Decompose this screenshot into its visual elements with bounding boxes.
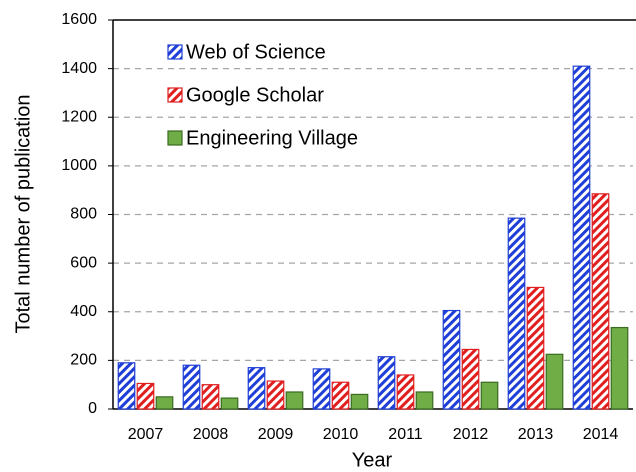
- bar: [442, 309, 461, 410]
- bar: [480, 381, 499, 410]
- bar: [182, 364, 201, 410]
- bar: [136, 382, 155, 410]
- legend-swatch: [167, 44, 183, 60]
- bar: [201, 384, 220, 410]
- y-tick-label: 1600: [61, 11, 97, 28]
- bar: [545, 353, 564, 410]
- x-tick-label: 2013: [518, 426, 554, 443]
- x-tick-label: 2010: [323, 426, 359, 443]
- bar: [526, 286, 545, 410]
- x-tick-label: 2014: [583, 426, 619, 443]
- legend-label: Web of Science: [186, 41, 326, 63]
- bar: [610, 326, 629, 410]
- x-tick-label: 2012: [453, 426, 489, 443]
- bar: [350, 393, 369, 410]
- bar: [377, 356, 396, 410]
- y-tick-label: 800: [70, 206, 97, 223]
- y-tick-label: 400: [70, 303, 97, 320]
- y-tick-label: 0: [88, 400, 97, 417]
- bar: [507, 217, 526, 410]
- legend-swatch: [167, 130, 183, 146]
- x-axis-title: Year: [352, 449, 393, 471]
- y-tick-label: 1000: [61, 157, 97, 174]
- y-tick-label: 1200: [61, 108, 97, 125]
- bar: [591, 193, 610, 410]
- bar: [415, 391, 434, 410]
- x-tick-label: 2008: [193, 426, 229, 443]
- bar: [285, 391, 304, 410]
- y-tick-label: 600: [70, 254, 97, 271]
- bar: [220, 397, 239, 410]
- x-tick-label: 2007: [128, 426, 164, 443]
- bar: [461, 348, 480, 410]
- bar: [117, 362, 136, 410]
- y-tick-label: 200: [70, 352, 97, 369]
- legend-swatch: [167, 87, 183, 103]
- bar: [396, 374, 415, 410]
- x-tick-label: 2011: [388, 426, 423, 443]
- bar: [331, 381, 350, 410]
- y-tick-label: 1400: [61, 60, 97, 77]
- bar: [266, 380, 285, 410]
- x-tick-label: 2009: [258, 426, 294, 443]
- bar: [155, 396, 174, 410]
- legend-label: Google Scholar: [186, 84, 324, 106]
- bar: [312, 368, 331, 410]
- legend-label: Engineering Village: [186, 127, 358, 149]
- bar: [572, 65, 591, 410]
- bar: [247, 367, 266, 410]
- y-axis-title: Total number of publication: [12, 94, 34, 333]
